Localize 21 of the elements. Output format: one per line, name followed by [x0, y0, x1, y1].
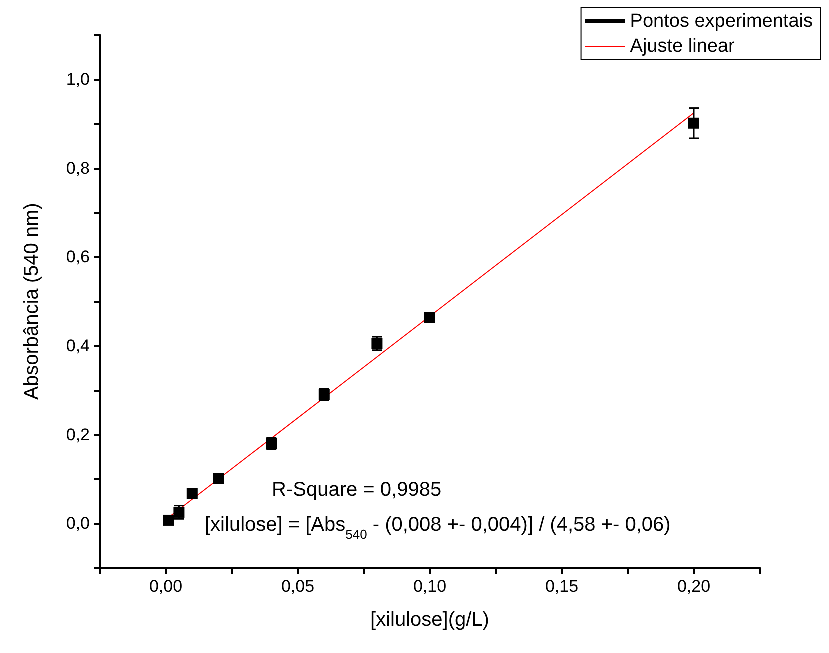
- y-tick-label: 0,2: [66, 425, 90, 444]
- point: [186, 488, 198, 500]
- legend-label: Pontos experimentais: [630, 11, 814, 32]
- point: [163, 514, 174, 526]
- x-tick-label: 0,10: [413, 577, 447, 596]
- y-axis-title: Absorbância (540 nm): [21, 203, 43, 400]
- x-axis-title: [xilulose](g/L): [370, 609, 490, 631]
- y-tick-label: 0,0: [66, 514, 90, 534]
- y-tick-label: 0,8: [66, 158, 90, 178]
- y-tick-label: 0,4: [66, 336, 90, 356]
- point: [213, 473, 224, 484]
- x-tick-label: 0,05: [281, 577, 315, 596]
- x-tick-label: 0,20: [677, 577, 711, 596]
- legend-label: Ajuste linear: [630, 36, 736, 57]
- x-tick-label: 0,15: [545, 577, 579, 596]
- y-tick-label: 0,6: [66, 248, 90, 267]
- y-tick-label: 1,0: [66, 70, 90, 89]
- point: [424, 312, 436, 324]
- point: [688, 118, 700, 129]
- annotation: R-Square = 0,9985: [272, 479, 442, 501]
- x-tick-label: 0,00: [149, 577, 183, 596]
